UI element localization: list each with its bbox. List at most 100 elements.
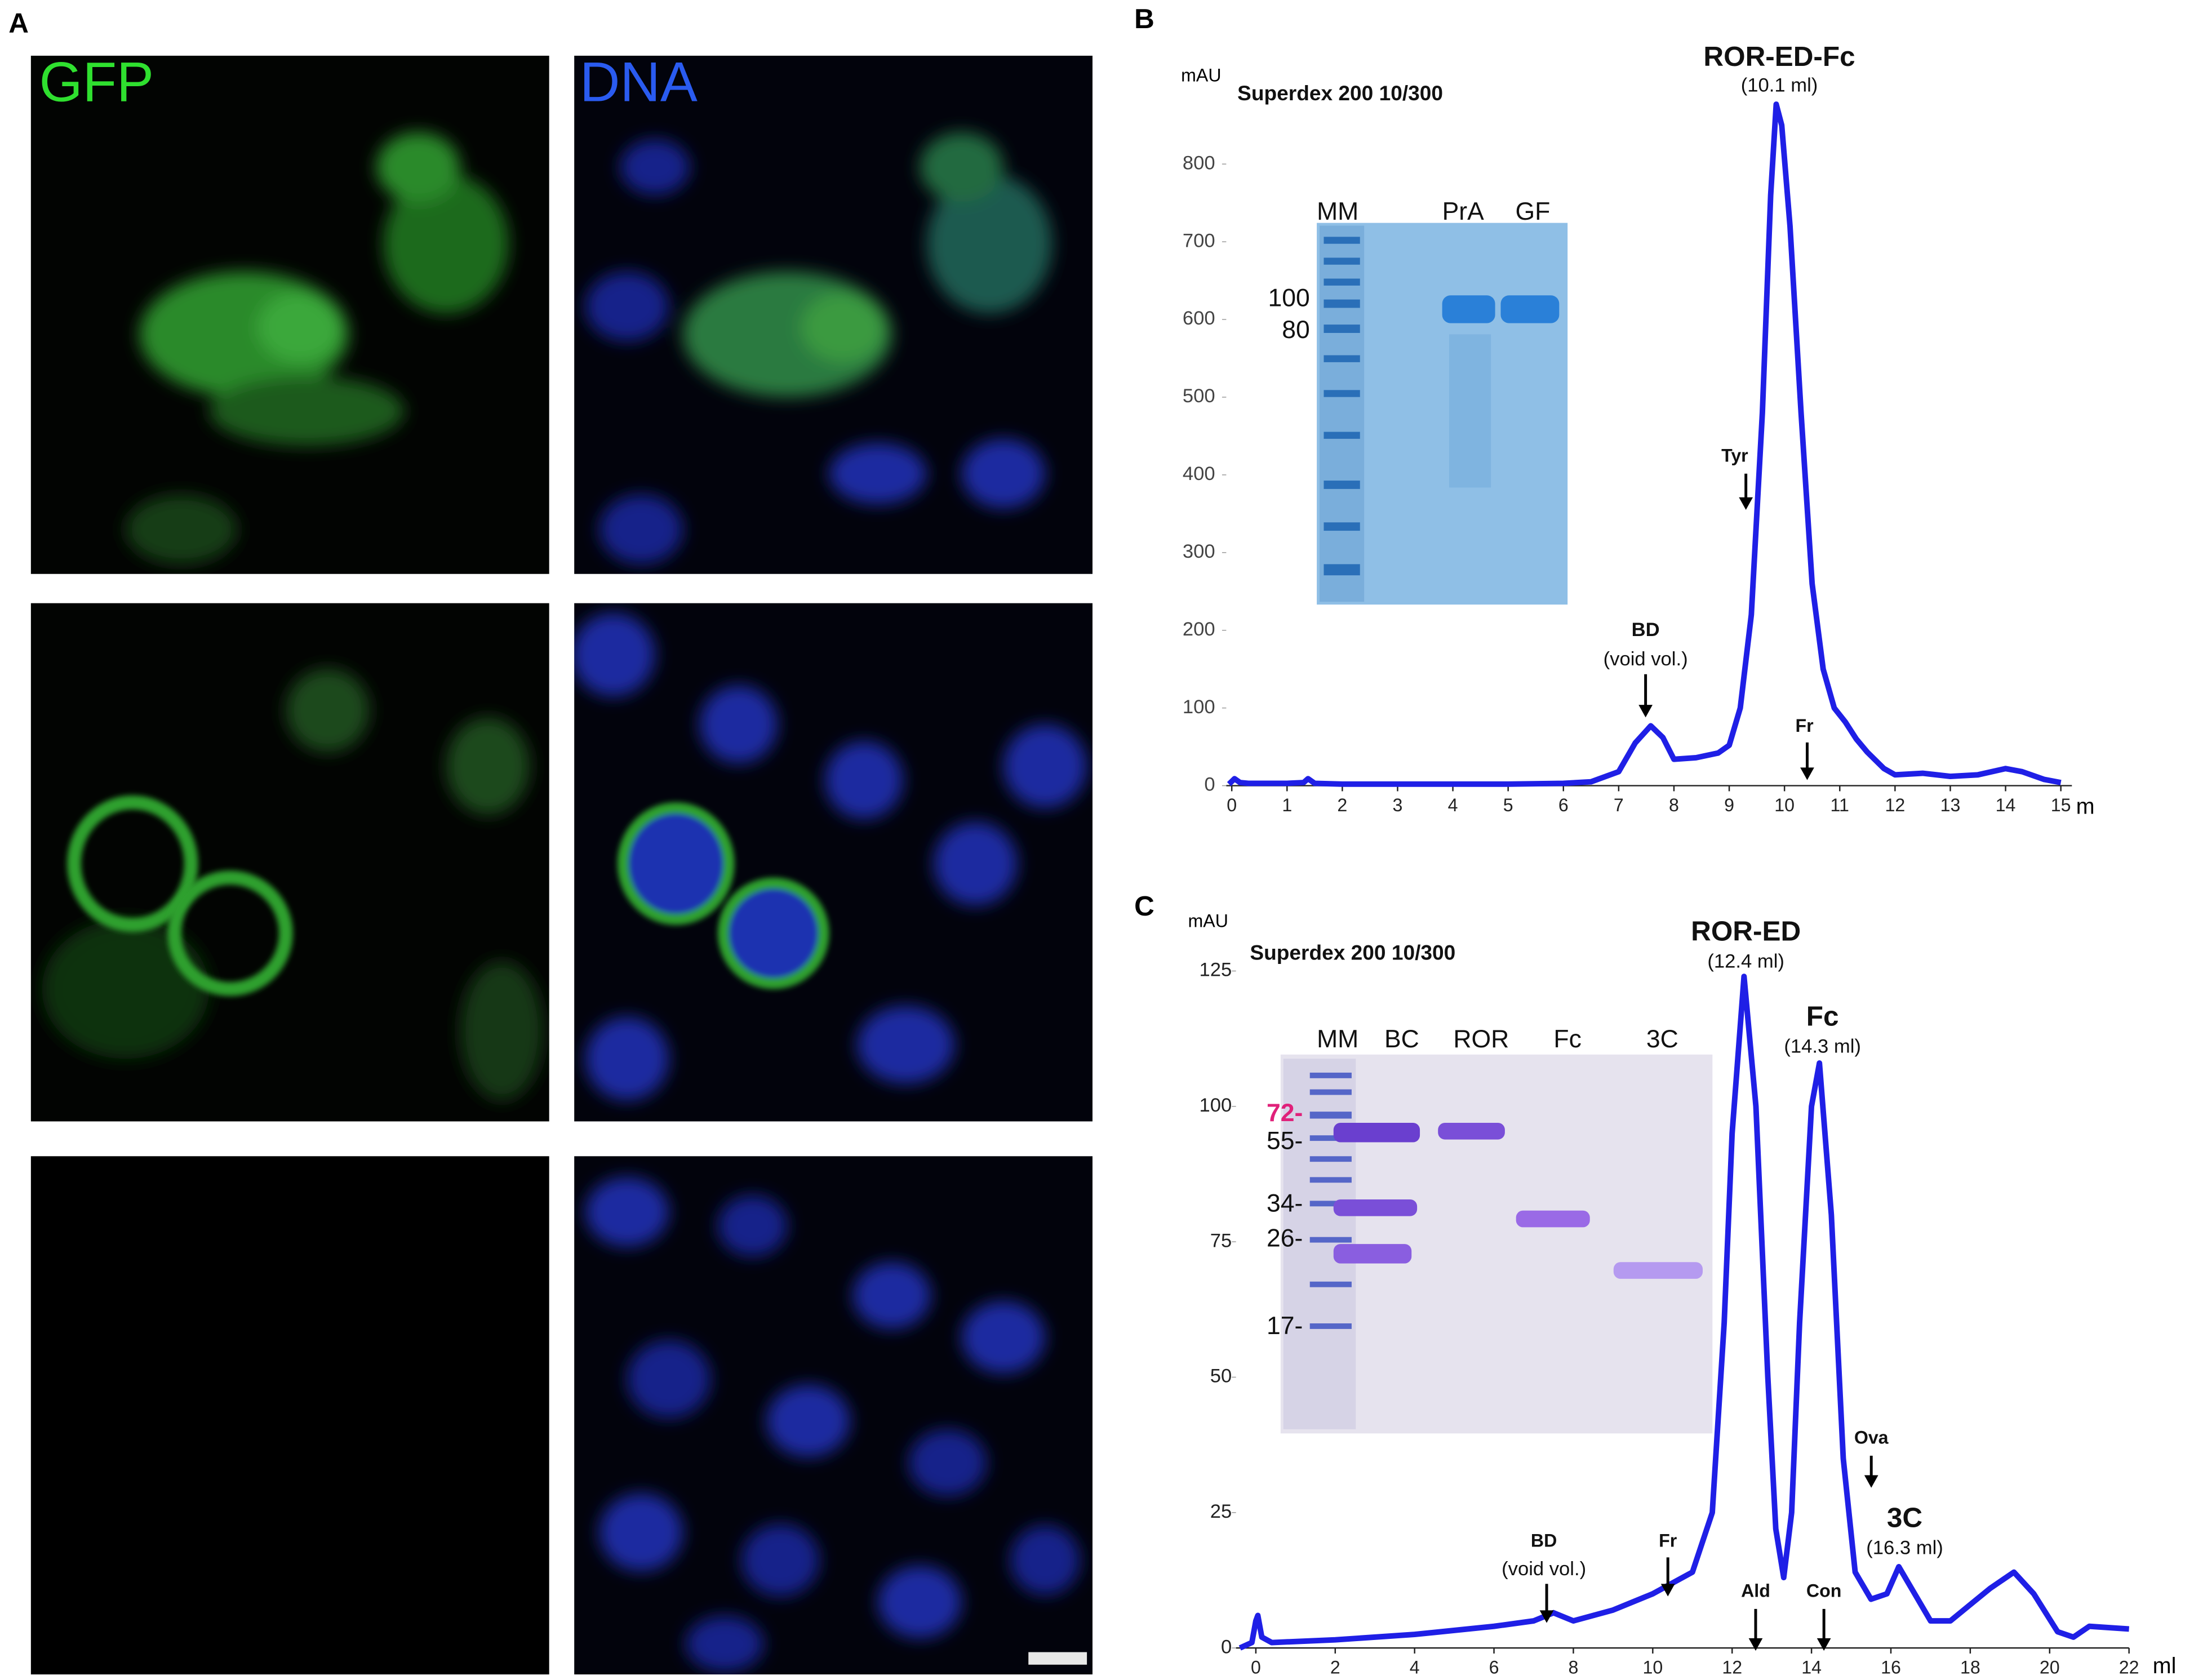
x-axis-label: m <box>2076 794 2095 819</box>
y-tick-label: 500 <box>1183 385 1215 407</box>
x-tick-label: 0 <box>1251 1657 1261 1678</box>
y-tick-label: 600 <box>1183 308 1215 329</box>
x-tick-label: 14 <box>1996 795 2016 815</box>
x-tick-label: 6 <box>1489 1657 1499 1678</box>
arrow-head <box>1660 1584 1675 1597</box>
y-tick-label: 25 <box>1210 1501 1232 1522</box>
y-tick-label: 0 <box>1204 774 1215 795</box>
annotation: (10.1 ml) <box>1741 74 1818 96</box>
annotation: Tyr <box>1721 446 1748 466</box>
x-tick-label: 11 <box>1831 795 1849 815</box>
x-tick-label: 6 <box>1558 795 1569 815</box>
y-tick-label: 700 <box>1183 230 1215 251</box>
y-tick-label: 100 <box>1183 696 1215 718</box>
gel-lane-label: GF <box>1515 198 1550 225</box>
arrow-head <box>1638 705 1653 718</box>
x-tick-label: 14 <box>1801 1657 1822 1678</box>
x-tick-label: 1 <box>1282 795 1292 815</box>
gel-b <box>1317 223 1568 605</box>
gel-lane-label: Fc <box>1553 1025 1581 1053</box>
y-tick-label: 75 <box>1210 1230 1232 1251</box>
x-tick-label: 5 <box>1503 795 1513 815</box>
annotation: Superdex 200 10/300 <box>1250 941 1455 965</box>
annotation: Fr <box>1659 1531 1677 1551</box>
x-tick-label: 4 <box>1410 1657 1420 1678</box>
arrow-head <box>1539 1610 1554 1623</box>
y-tick-label: 100 <box>1200 1095 1232 1116</box>
annotation: Con <box>1806 1581 1841 1601</box>
annotation: BD <box>1531 1531 1557 1551</box>
gel-lane-label: 3C <box>1646 1025 1678 1053</box>
x-axis-label: ml <box>2153 1654 2177 1678</box>
annotation: (void vol.) <box>1502 1558 1586 1580</box>
gel-marker-label: 80 <box>1282 316 1310 344</box>
x-tick-label: 22 <box>2119 1657 2139 1678</box>
arrow-head <box>1739 497 1753 510</box>
x-tick-label: 10 <box>1774 795 1795 815</box>
y-tick-label: 400 <box>1183 463 1215 485</box>
gel-lane-label: BC <box>1384 1025 1419 1053</box>
x-tick-label: 3 <box>1393 795 1403 815</box>
x-tick-label: 20 <box>2040 1657 2060 1678</box>
arrow-head <box>1817 1638 1831 1651</box>
y-tick-label: 300 <box>1183 541 1215 562</box>
gel-lane-label: ROR <box>1453 1025 1509 1053</box>
annotation: ROR-ED <box>1691 916 1801 947</box>
gel-marker-label: 100 <box>1268 284 1309 312</box>
annotation: Fc <box>1806 1001 1839 1032</box>
gel-lane-label: MM <box>1317 198 1358 225</box>
micrographs <box>30 55 1092 1675</box>
x-tick-label: 2 <box>1330 1657 1340 1678</box>
cells <box>574 612 1087 1101</box>
channel-label: DNA <box>580 50 698 113</box>
x-tick-label: 16 <box>1881 1657 1901 1678</box>
arrow-head <box>1800 767 1814 780</box>
x-tick-label: 18 <box>1960 1657 1980 1678</box>
chromatogram-line <box>1227 101 2062 787</box>
y-tick-label: 800 <box>1183 152 1215 174</box>
gel-c <box>1280 1054 1713 1434</box>
scale-bar <box>1028 1652 1087 1665</box>
channel-label: GFP <box>39 50 154 113</box>
arrow-head <box>1748 1638 1763 1651</box>
annotation: Fr <box>1795 715 1814 736</box>
annotation: (void vol.) <box>1604 648 1688 670</box>
x-tick-label: 7 <box>1614 795 1624 815</box>
x-tick-label: 9 <box>1724 795 1734 815</box>
y-axis-label: mAU <box>1188 910 1228 931</box>
y-tick-label: 0 <box>1221 1636 1232 1657</box>
annotation: Ova <box>1854 1428 1889 1448</box>
annotation: (14.3 ml) <box>1784 1036 1861 1057</box>
panel-label: B <box>1134 3 1154 34</box>
y-tick-label: 50 <box>1210 1366 1232 1387</box>
x-tick-label: 10 <box>1642 1657 1663 1678</box>
x-tick-label: 8 <box>1569 1657 1579 1678</box>
cells <box>42 668 544 1101</box>
gel-marker-label: 72- <box>1267 1099 1303 1127</box>
panel-label: A <box>8 8 29 39</box>
annotation: Superdex 200 10/300 <box>1237 81 1443 105</box>
x-tick-label: 2 <box>1337 795 1347 815</box>
gel-lane-label: PrA <box>1442 198 1485 225</box>
y-tick-label: 125 <box>1200 959 1232 981</box>
y-tick-label: 200 <box>1183 619 1215 640</box>
image-gfp-3 <box>30 1156 549 1675</box>
x-tick-label: 12 <box>1722 1657 1742 1678</box>
x-tick-label: 13 <box>1940 795 1961 815</box>
gel-marker-label: 26- <box>1267 1224 1303 1252</box>
annotation: (16.3 ml) <box>1866 1537 1943 1559</box>
arrow-head <box>1864 1475 1878 1488</box>
x-tick-label: 4 <box>1448 795 1458 815</box>
annotation: ROR-ED-Fc <box>1703 41 1855 72</box>
annotation: (12.4 ml) <box>1707 951 1784 972</box>
cells <box>585 1177 1080 1672</box>
annotation: 3C <box>1887 1503 1922 1534</box>
cells <box>125 132 509 565</box>
y-axis-label: mAU <box>1181 65 1221 85</box>
annotation: Ald <box>1741 1581 1770 1601</box>
gel-marker-label: 17- <box>1267 1312 1303 1340</box>
panel-label: C <box>1134 891 1154 922</box>
gel-lane-label: MM <box>1317 1025 1358 1053</box>
